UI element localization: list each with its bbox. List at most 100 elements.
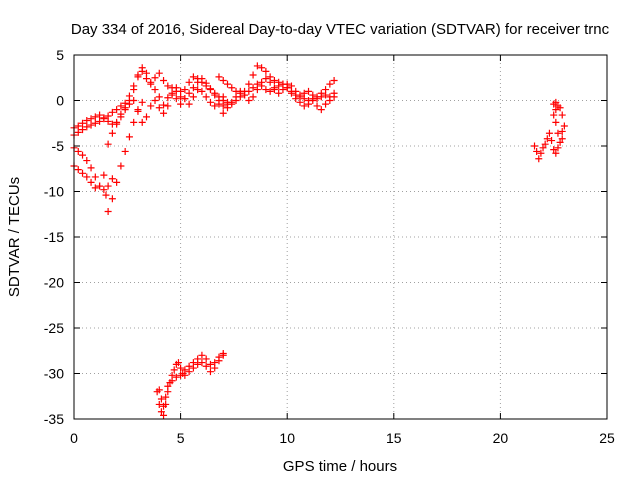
data-point	[556, 138, 564, 146]
data-point	[202, 79, 210, 87]
data-point	[164, 102, 172, 110]
data-point	[108, 129, 116, 137]
data-point	[556, 104, 564, 112]
data-point	[211, 359, 219, 367]
data-point	[151, 86, 159, 94]
data-point	[550, 146, 558, 154]
data-point	[249, 93, 257, 101]
data-point	[262, 86, 270, 94]
data-point	[270, 76, 278, 84]
data-point	[194, 86, 202, 94]
data-point	[174, 359, 182, 367]
chart-title: Day 334 of 2016, Sidereal Day-to-day VTE…	[71, 21, 610, 38]
y-tick-label: -30	[44, 366, 64, 382]
data-point	[157, 395, 165, 403]
data-point	[552, 106, 560, 114]
data-point	[181, 95, 189, 103]
data-point	[83, 117, 91, 125]
data-point	[189, 93, 197, 101]
data-point	[543, 135, 551, 143]
data-point	[219, 76, 227, 84]
data-point	[552, 149, 560, 157]
data-series	[153, 351, 227, 419]
x-tick-label: 20	[493, 430, 509, 446]
data-point	[104, 140, 112, 148]
data-point	[313, 95, 321, 103]
data-point	[87, 115, 95, 123]
data-point	[270, 84, 278, 92]
data-point	[104, 182, 112, 190]
data-point	[322, 91, 330, 99]
x-tick-label: 10	[279, 430, 295, 446]
data-point	[558, 111, 566, 119]
data-point	[91, 173, 99, 181]
data-point	[202, 93, 210, 101]
data-point	[130, 118, 138, 126]
data-point	[541, 140, 549, 148]
data-point	[253, 86, 261, 94]
data-point	[245, 87, 253, 95]
data-point	[162, 393, 170, 401]
data-point	[292, 87, 300, 95]
data-point	[258, 64, 266, 72]
data-point	[177, 364, 185, 372]
data-point	[151, 74, 159, 82]
data-point	[215, 100, 223, 108]
data-point	[296, 98, 304, 106]
axis-ticks: 0 5 10 15 20 25 5 0 -5 -10 -15 -20 -25 -30 -35	[44, 47, 615, 446]
data-point	[74, 166, 82, 174]
data-point	[554, 129, 562, 137]
data-point	[249, 84, 257, 92]
data-series	[70, 144, 116, 194]
data-point	[96, 182, 104, 190]
data-point	[151, 97, 159, 104]
data-point	[100, 171, 108, 179]
data-point	[147, 80, 155, 88]
data-point	[554, 144, 562, 152]
data-point	[211, 91, 219, 99]
data-point	[287, 89, 295, 97]
data-point	[211, 102, 219, 110]
data-point	[531, 142, 539, 150]
data-point	[155, 93, 163, 101]
data-point	[330, 93, 338, 101]
data-point	[262, 67, 270, 75]
data-point	[168, 377, 176, 385]
data-point	[206, 360, 214, 368]
data-point	[194, 355, 202, 363]
data-point	[206, 85, 214, 93]
data-point	[172, 373, 180, 381]
data-point	[224, 80, 232, 88]
x-axis-label: GPS time / hours	[283, 458, 397, 475]
data-point	[87, 164, 95, 172]
data-point	[189, 359, 197, 367]
data-series	[531, 98, 568, 163]
data-series	[155, 349, 227, 410]
data-point	[224, 100, 232, 108]
data-point	[296, 91, 304, 99]
data-series	[104, 84, 227, 148]
data-point	[279, 86, 287, 94]
data-point	[245, 80, 253, 88]
data-point	[202, 362, 210, 370]
data-point	[108, 108, 116, 116]
data-point	[552, 118, 560, 126]
data-point	[142, 75, 150, 83]
data-point	[326, 80, 334, 88]
data-point	[91, 113, 99, 121]
data-point	[155, 386, 163, 394]
data-point	[300, 102, 308, 110]
data-point	[160, 76, 168, 84]
data-point	[292, 95, 300, 103]
data-point	[155, 104, 163, 112]
data-point	[164, 94, 172, 102]
data-point	[125, 133, 133, 141]
data-point	[330, 76, 338, 84]
data-point	[100, 115, 108, 123]
data-point	[215, 73, 223, 81]
data-point	[79, 126, 87, 134]
data-point	[168, 91, 176, 99]
data-point	[181, 366, 189, 374]
data-point	[189, 84, 197, 92]
